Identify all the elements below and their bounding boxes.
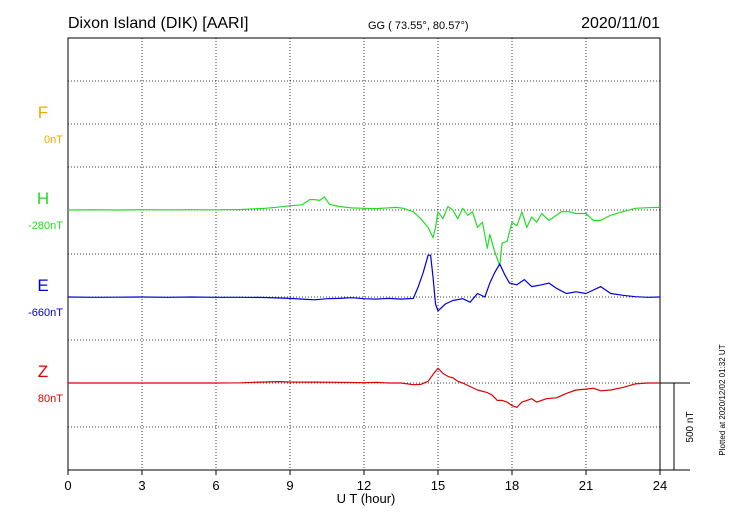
x-tick-label-3: 3 [138, 478, 145, 493]
x-tick-label-6: 6 [212, 478, 219, 493]
x-tick-label-9: 9 [286, 478, 293, 493]
plotted-at-stamp: Plotted at 2020/12/02 01:32 UT [718, 344, 727, 455]
x-tick-label-18: 18 [505, 478, 519, 493]
scale-bar: 500 nT [660, 382, 696, 471]
grid-lines [68, 38, 660, 470]
station-coords: GG ( 73.55°, 80.57°) [368, 20, 469, 32]
scale-bar-label: 500 nT [685, 411, 696, 442]
plot-date: 2020/11/01 [581, 15, 660, 32]
x-tick-label-15: 15 [431, 478, 445, 493]
x-tick-label-0: 0 [64, 478, 71, 493]
x-tick-label-21: 21 [579, 478, 593, 493]
channel-baseline-H: -280nT [28, 220, 63, 232]
x-tick-label-12: 12 [357, 478, 371, 493]
series-layer [67, 196, 661, 408]
channel-name-H: H [37, 189, 49, 208]
x-tick-label-24: 24 [653, 478, 667, 493]
channel-labels: F 0nT H -280nT E -660nT Z 80nT [28, 103, 63, 405]
channel-baseline-F: 0nT [44, 134, 63, 146]
x-axis-label: U T (hour) [337, 491, 396, 506]
station-title: Dixon Island (DIK) [AARI] [68, 15, 249, 32]
channel-name-E: E [37, 276, 48, 295]
series-line-E [67, 254, 661, 312]
series-line-H [67, 196, 661, 267]
channel-baseline-E: -660nT [28, 307, 63, 319]
channel-name-F: F [38, 103, 48, 122]
channel-name-Z: Z [38, 362, 48, 381]
channel-baseline-Z: 80nT [38, 393, 63, 405]
x-axis-ticks: 0 3 6 9 12 15 18 21 24 [64, 470, 667, 493]
series-line-Z [68, 367, 660, 408]
